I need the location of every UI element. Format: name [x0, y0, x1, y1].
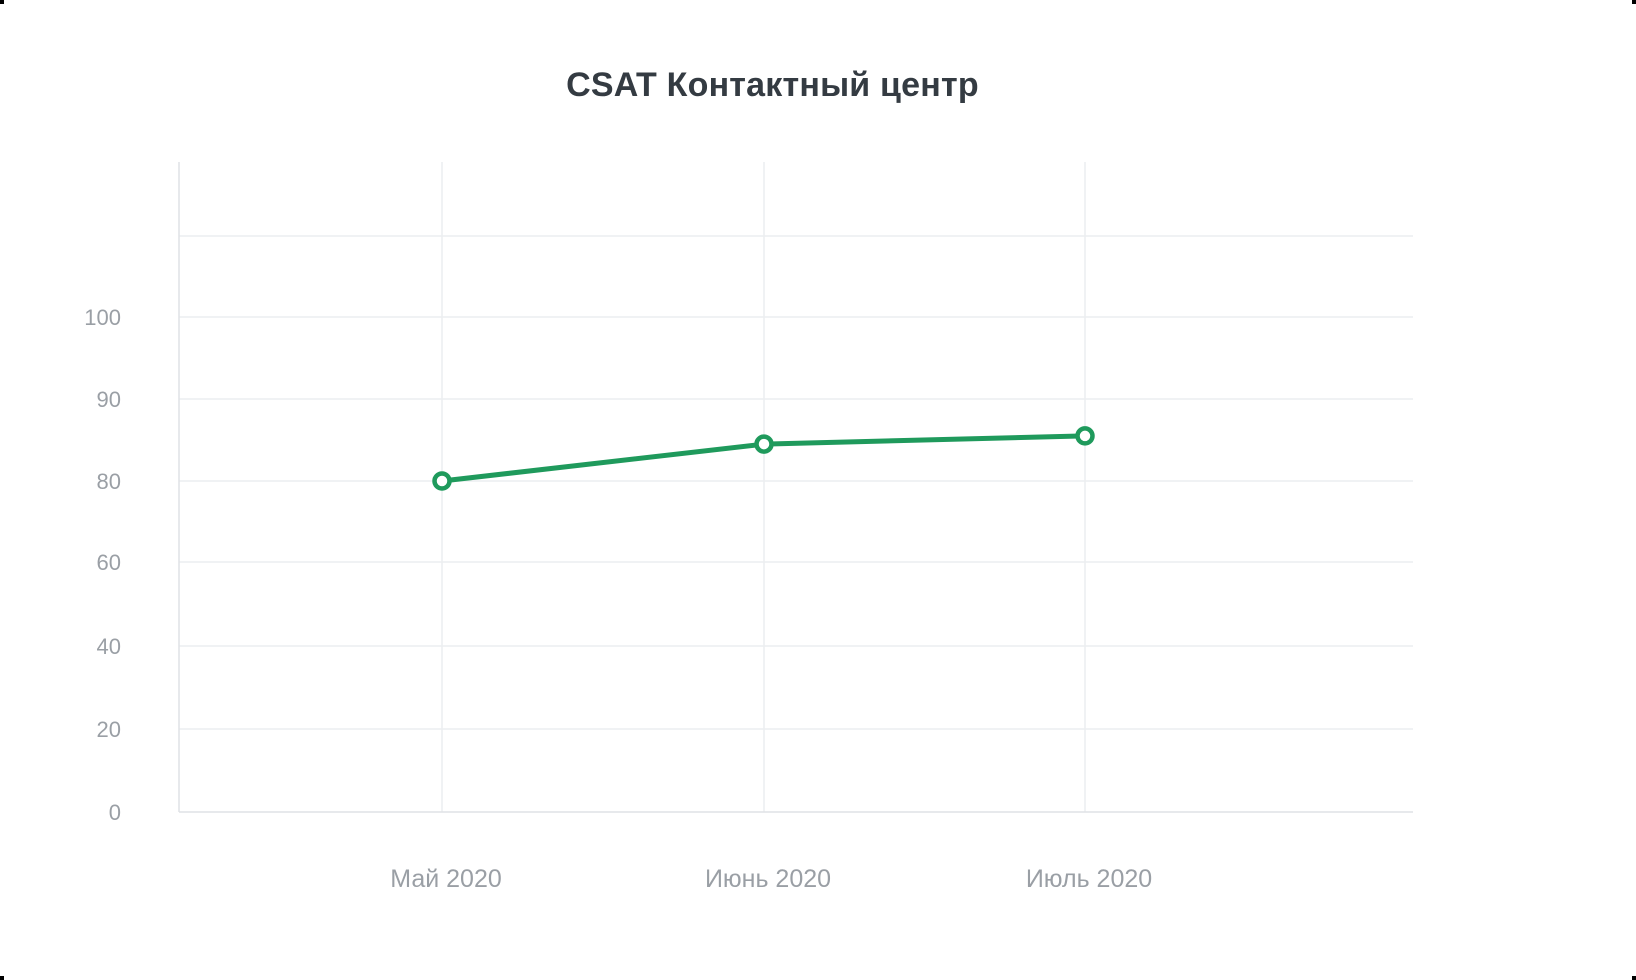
corner-mark — [1632, 976, 1636, 980]
grid-lines — [179, 162, 1413, 812]
series-layer — [432, 426, 1095, 491]
y-axis-ticks: 0 20 40 60 80 90 100 — [84, 305, 121, 825]
x-tick-label: Июль 2020 — [1026, 865, 1152, 893]
x-tick-label: Май 2020 — [390, 865, 502, 893]
data-point — [754, 434, 774, 454]
data-point — [432, 471, 452, 491]
corner-mark — [1632, 0, 1636, 4]
x-tick-label: Июнь 2020 — [705, 865, 831, 893]
y-tick-label: 80 — [97, 469, 121, 494]
y-tick-label: 40 — [97, 634, 121, 659]
y-tick-label: 100 — [84, 305, 121, 330]
axes — [178, 162, 1413, 813]
y-tick-label: 20 — [97, 717, 121, 742]
data-point — [1075, 426, 1095, 446]
corner-mark — [0, 976, 4, 980]
y-tick-label: 0 — [109, 800, 121, 825]
y-tick-label: 90 — [97, 387, 121, 412]
corner-mark — [0, 0, 4, 4]
chart-title: CSAT Контактный центр — [566, 66, 979, 104]
y-tick-label: 60 — [97, 550, 121, 575]
x-axis-ticks: Май 2020 Июнь 2020 Июль 2020 — [390, 865, 1152, 893]
